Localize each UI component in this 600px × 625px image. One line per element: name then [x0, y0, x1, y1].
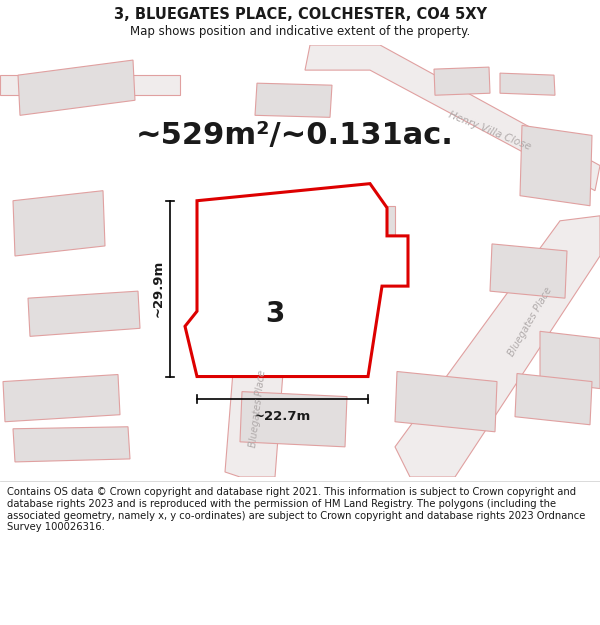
- Polygon shape: [350, 206, 395, 246]
- Text: ~22.7m: ~22.7m: [254, 410, 311, 423]
- Text: Henry Villa Close: Henry Villa Close: [448, 109, 533, 151]
- Polygon shape: [13, 427, 130, 462]
- Polygon shape: [520, 126, 592, 206]
- Polygon shape: [215, 261, 345, 356]
- Text: 3: 3: [265, 300, 284, 328]
- Text: ~529m²/~0.131ac.: ~529m²/~0.131ac.: [136, 121, 454, 150]
- Text: Bluegates Place: Bluegates Place: [506, 285, 554, 357]
- Polygon shape: [240, 392, 347, 447]
- Polygon shape: [225, 341, 285, 477]
- Text: 3, BLUEGATES PLACE, COLCHESTER, CO4 5XY: 3, BLUEGATES PLACE, COLCHESTER, CO4 5XY: [113, 7, 487, 22]
- Polygon shape: [515, 374, 592, 425]
- Polygon shape: [434, 67, 490, 95]
- Polygon shape: [305, 45, 600, 191]
- Polygon shape: [3, 374, 120, 422]
- Polygon shape: [540, 331, 600, 389]
- Polygon shape: [0, 75, 180, 95]
- Polygon shape: [255, 83, 332, 118]
- Polygon shape: [18, 60, 135, 116]
- Polygon shape: [395, 371, 497, 432]
- Polygon shape: [13, 191, 105, 256]
- Polygon shape: [185, 184, 408, 376]
- Text: Contains OS data © Crown copyright and database right 2021. This information is : Contains OS data © Crown copyright and d…: [7, 488, 586, 532]
- Text: Map shows position and indicative extent of the property.: Map shows position and indicative extent…: [130, 25, 470, 38]
- Polygon shape: [395, 216, 600, 477]
- Polygon shape: [500, 73, 555, 95]
- Text: Bluegates Place: Bluegates Place: [248, 369, 268, 448]
- Polygon shape: [490, 244, 567, 298]
- Polygon shape: [28, 291, 140, 336]
- Text: ~29.9m: ~29.9m: [151, 260, 164, 318]
